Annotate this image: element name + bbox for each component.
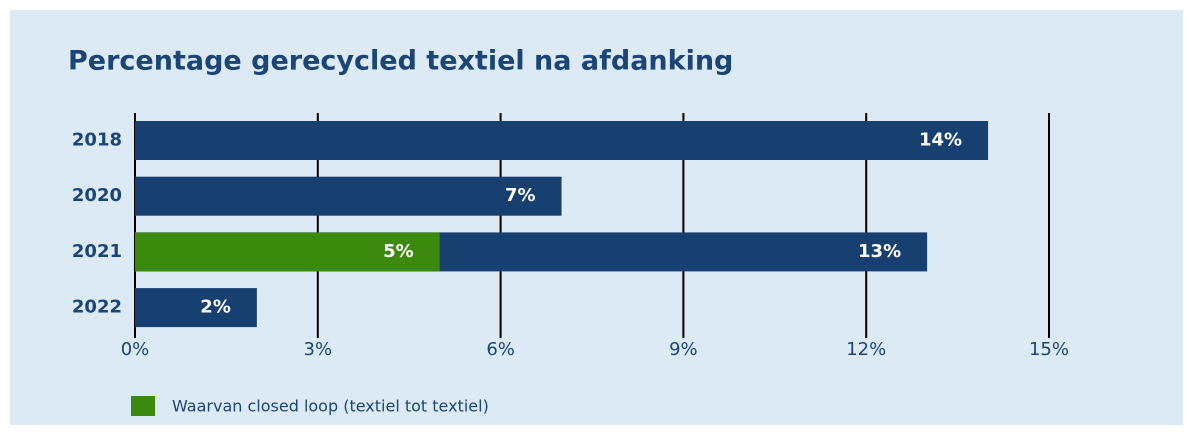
value-label: 14% bbox=[919, 130, 962, 151]
legend-swatch bbox=[131, 396, 155, 416]
x-tick-label: 3% bbox=[304, 339, 333, 360]
y-tick-label: 2021 bbox=[72, 241, 122, 262]
y-tick-label: 2022 bbox=[72, 297, 122, 318]
y-tick-label: 2020 bbox=[72, 185, 122, 206]
chart-background bbox=[10, 10, 1183, 425]
bar bbox=[135, 288, 257, 328]
x-tick-label: 15% bbox=[1029, 339, 1069, 360]
bar bbox=[135, 176, 562, 216]
chart-title: Percentage gerecycled textiel na afdanki… bbox=[68, 46, 733, 77]
value-label: 5% bbox=[383, 241, 414, 262]
legend-label: Waarvan closed loop (textiel tot textiel… bbox=[172, 397, 489, 416]
x-tick-label: 0% bbox=[121, 339, 150, 360]
value-label: 7% bbox=[505, 185, 536, 206]
x-tick-label: 6% bbox=[486, 339, 515, 360]
bar bbox=[135, 232, 440, 272]
x-tick-label: 12% bbox=[846, 339, 886, 360]
x-tick-label: 9% bbox=[669, 339, 698, 360]
y-tick-label: 2018 bbox=[72, 130, 122, 151]
value-label: 13% bbox=[858, 241, 901, 262]
bar bbox=[135, 121, 989, 160]
value-label: 2% bbox=[200, 297, 231, 318]
